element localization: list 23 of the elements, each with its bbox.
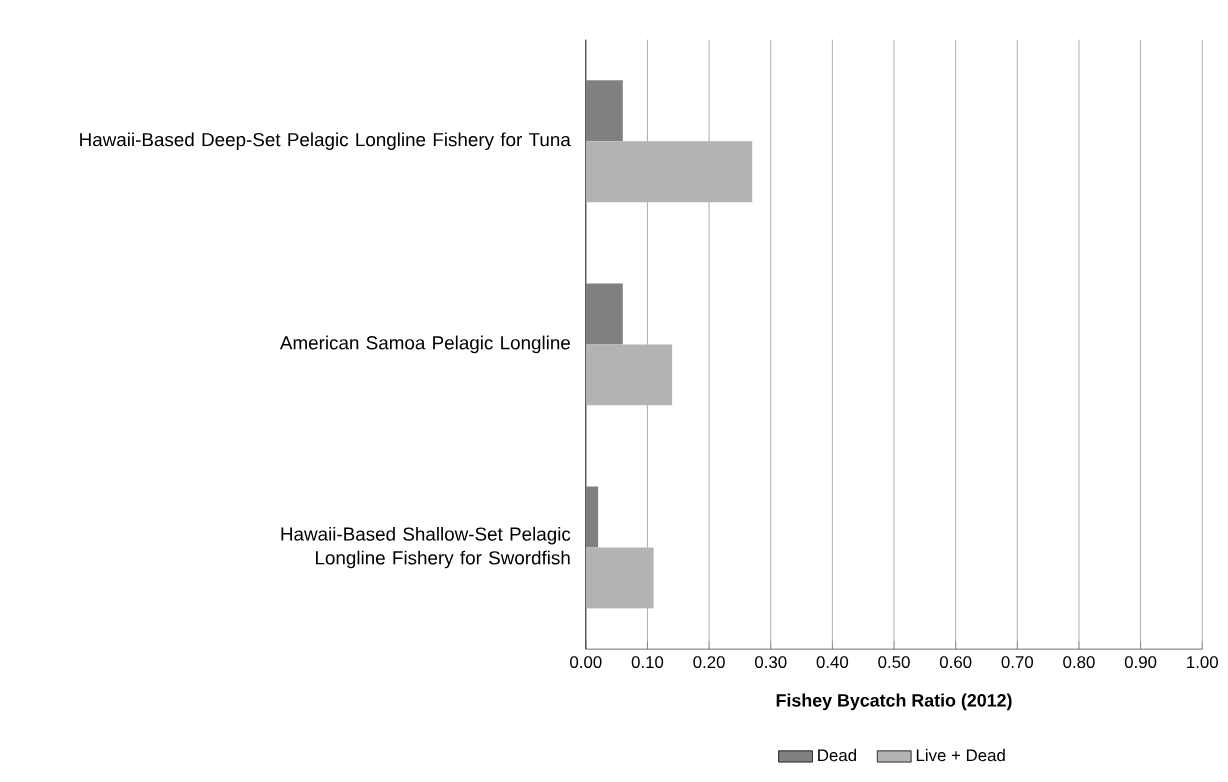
x-tick-label: 0.50 xyxy=(878,656,910,669)
x-tick-label: 0.20 xyxy=(693,656,725,669)
x-tick-label: 0.70 xyxy=(1001,656,1034,669)
y-tick-label: Hawaii-Based Shallow-Set Pelagic Longline Fishery for Swordfish xyxy=(281,526,571,569)
x-tick-label: 0.60 xyxy=(939,656,972,669)
x-tick-label: 0.00 xyxy=(570,656,602,669)
legend-label: Dead xyxy=(818,748,856,762)
bar xyxy=(585,283,623,345)
bar xyxy=(585,141,753,203)
bar xyxy=(585,547,654,609)
bar xyxy=(585,344,673,406)
x-tick-label: 0.90 xyxy=(1124,656,1157,669)
x-tick-label: 0.30 xyxy=(755,656,787,669)
x-tick-label: 0.40 xyxy=(816,656,849,669)
x-tick-label: 0.10 xyxy=(631,656,664,669)
y-tick-label: Hawaii-Based Deep-Set Pelagic Longline Fishery for Tuna xyxy=(80,132,571,151)
x-axis-title: Fishey Bycatch Ratio (2012) xyxy=(776,693,1012,711)
bar xyxy=(585,486,599,548)
x-tick-label: 0.80 xyxy=(1063,656,1095,669)
legend-label: Live + Dead xyxy=(916,748,1005,762)
y-tick-label: American Samoa Pelagic Longline xyxy=(279,335,570,354)
x-tick-label: 1.00 xyxy=(1187,656,1218,669)
bar xyxy=(585,80,623,142)
